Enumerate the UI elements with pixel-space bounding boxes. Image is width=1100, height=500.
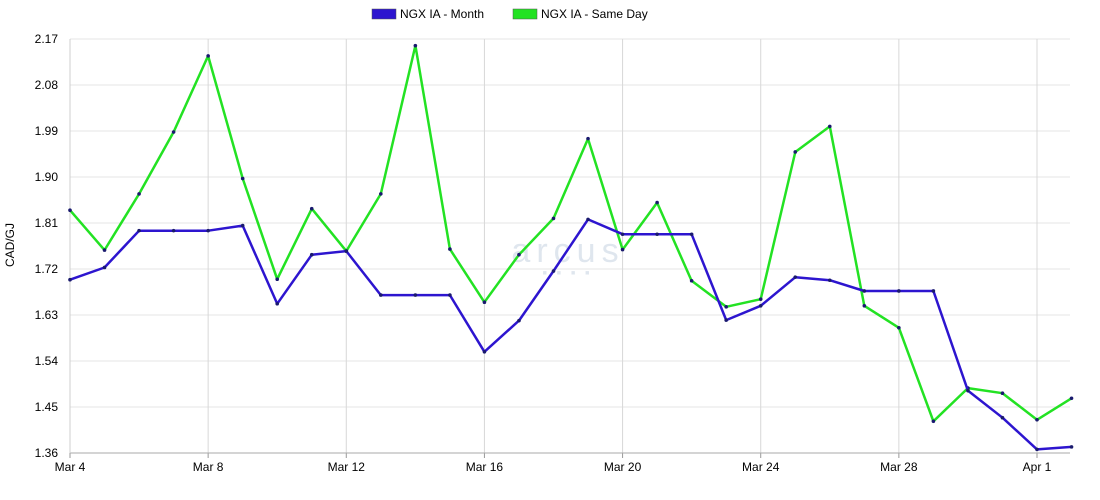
legend-swatch-month	[371, 8, 397, 20]
data-point-month[interactable]	[689, 232, 694, 237]
data-point-month[interactable]	[620, 232, 625, 237]
data-point-same-day[interactable]	[655, 200, 659, 205]
data-point-same-day[interactable]	[758, 297, 763, 301]
data-point-same-day[interactable]	[517, 252, 521, 257]
data-point-month[interactable]	[724, 318, 728, 322]
legend-item-month[interactable]: NGX IA - Month	[371, 7, 484, 21]
y-tick-label: 1.63	[35, 308, 59, 322]
data-point-same-day[interactable]	[102, 248, 107, 252]
data-point-month[interactable]	[1069, 445, 1074, 449]
data-point-same-day[interactable]	[448, 247, 452, 251]
y-tick-label: 2.17	[35, 32, 59, 46]
x-tick-label: Mar 4	[55, 460, 86, 474]
x-tick-label: Mar 28	[880, 460, 918, 474]
axes: 1.36 1.45 1.54 1.63 1.72 1.81 1.90 1.99 2.08 2.17…	[35, 32, 1070, 474]
data-point-same-day[interactable]	[413, 43, 418, 48]
data-point-month[interactable]	[275, 301, 280, 306]
data-point-same-day[interactable]	[827, 124, 832, 129]
x-tick-label: Apr 1	[1023, 460, 1052, 474]
data-point-month[interactable]	[827, 278, 832, 283]
data-point-month[interactable]	[931, 289, 936, 293]
legend-label-same-day: NGX IA - Same Day	[541, 7, 648, 21]
y-tick-label: 1.81	[35, 216, 59, 230]
x-tick-label: Mar 12	[328, 460, 366, 474]
data-point-month[interactable]	[517, 318, 521, 323]
watermark-text: arcus	[511, 232, 624, 270]
data-point-same-day[interactable]	[275, 277, 280, 282]
data-point-month[interactable]	[482, 350, 487, 354]
data-point-same-day[interactable]	[1069, 396, 1074, 401]
data-point-month[interactable]	[171, 228, 176, 233]
data-point-month[interactable]	[966, 388, 970, 393]
data-point-month[interactable]	[758, 304, 763, 308]
legend-label-month: NGX IA - Month	[400, 7, 484, 21]
data-point-month[interactable]	[68, 277, 72, 282]
series-lines	[68, 43, 1074, 452]
data-point-same-day[interactable]	[862, 304, 867, 308]
data-point-month[interactable]	[206, 228, 210, 233]
watermark-subtext: ■ ■ ■ ■	[543, 270, 594, 277]
data-point-month[interactable]	[897, 289, 901, 293]
data-point-same-day[interactable]	[931, 419, 936, 424]
data-point-month[interactable]	[413, 293, 418, 297]
data-point-month[interactable]	[793, 275, 798, 279]
data-point-month[interactable]	[551, 269, 556, 273]
data-point-same-day[interactable]	[171, 130, 176, 134]
data-point-same-day[interactable]	[137, 192, 141, 196]
data-point-same-day[interactable]	[206, 54, 210, 58]
y-tick-label: 1.72	[35, 262, 59, 276]
data-point-same-day[interactable]	[240, 176, 245, 181]
y-axis-title: CAD/GJ	[3, 223, 17, 267]
data-point-month[interactable]	[586, 217, 590, 222]
series-line-same-day[interactable]	[69, 44, 1073, 423]
data-point-same-day[interactable]	[689, 278, 694, 283]
data-point-same-day[interactable]	[897, 325, 901, 330]
legend-swatch-same-day	[512, 8, 538, 20]
x-tick-label: Mar 20	[604, 460, 642, 474]
data-point-same-day[interactable]	[309, 206, 314, 211]
x-tick-label: Mar 8	[193, 460, 224, 474]
legend-item-same-day[interactable]: NGX IA - Same Day	[512, 7, 648, 21]
data-point-month[interactable]	[1000, 415, 1005, 420]
data-point-month[interactable]	[344, 249, 349, 253]
data-point-same-day[interactable]	[379, 192, 383, 196]
data-point-month[interactable]	[448, 293, 452, 297]
y-tick-label: 2.08	[35, 78, 59, 92]
x-tick-label: Mar 16	[466, 460, 504, 474]
data-point-same-day[interactable]	[68, 208, 72, 213]
data-point-same-day[interactable]	[1035, 417, 1039, 422]
y-tick-label: 1.99	[35, 124, 59, 138]
data-point-month[interactable]	[240, 223, 245, 228]
data-point-month[interactable]	[309, 252, 314, 257]
watermark: arcus ■ ■ ■ ■	[511, 232, 624, 277]
series-line-month[interactable]	[69, 218, 1072, 451]
data-point-same-day[interactable]	[1000, 391, 1005, 396]
data-point-month[interactable]	[655, 232, 659, 237]
data-point-same-day[interactable]	[724, 305, 728, 309]
data-point-month[interactable]	[862, 289, 867, 293]
x-tick-label: Mar 24	[742, 460, 780, 474]
data-point-same-day[interactable]	[482, 300, 487, 305]
legend: NGX IA - Month NGX IA - Same Day	[371, 7, 648, 21]
data-point-same-day[interactable]	[586, 136, 590, 141]
y-tick-label: 1.90	[35, 170, 59, 184]
data-point-month[interactable]	[379, 293, 383, 297]
y-tick-label: 1.54	[35, 354, 59, 368]
data-point-month[interactable]	[137, 228, 141, 233]
data-point-month[interactable]	[1035, 447, 1039, 452]
data-point-same-day[interactable]	[551, 216, 556, 221]
data-point-month[interactable]	[102, 265, 107, 270]
y-tick-label: 1.36	[35, 446, 59, 460]
data-point-same-day[interactable]	[793, 150, 798, 154]
data-point-same-day[interactable]	[620, 247, 625, 252]
y-tick-label: 1.45	[35, 400, 59, 414]
